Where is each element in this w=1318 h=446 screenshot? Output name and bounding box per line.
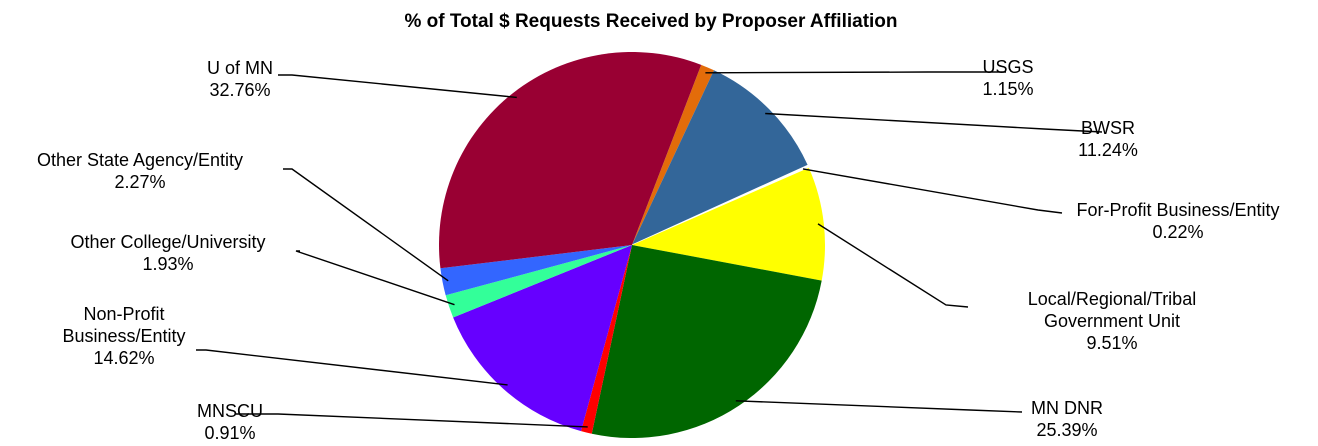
- slice-name: U of MN: [207, 58, 273, 78]
- slice-name: For-Profit Business/Entity: [1076, 200, 1279, 220]
- slice-percent: 11.24%: [1078, 140, 1138, 160]
- slice-label-non-profit-business-entity: Non-Profit Business/Entity 14.62%: [62, 304, 185, 368]
- slice-label-usgs: USGS 1.15%: [982, 57, 1033, 99]
- slice-label-mn-dnr: MN DNR 25.39%: [1031, 398, 1103, 440]
- pie-slice-mn-dnr: [591, 245, 822, 439]
- pie-slice-bwsr: [632, 70, 808, 245]
- slice-percent: 25.39%: [1036, 420, 1097, 440]
- pie-slice-usgs: [632, 64, 714, 245]
- slice-name: Business/Entity: [62, 326, 185, 346]
- leader-line-for-profit-business-entity: [802, 168, 1063, 214]
- slice-labels: USGS 1.15% BWSR 11.24% For-Profit Business/E…: [37, 57, 1280, 443]
- slice-label-u-of-mn: U of MN 32.76%: [207, 58, 273, 100]
- slice-percent: 32.76%: [209, 80, 270, 100]
- slice-percent: 1.15%: [982, 79, 1033, 99]
- leader-line-local-regional-tribal-government-unit: [817, 223, 969, 308]
- slice-name: Other College/University: [70, 232, 265, 252]
- slice-name: MN DNR: [1031, 398, 1103, 418]
- slice-label-other-state-agency-entity: Other State Agency/Entity 2.27%: [37, 150, 243, 192]
- slice-name: USGS: [982, 57, 1033, 77]
- slice-percent: 14.62%: [93, 348, 154, 368]
- slice-name: Government Unit: [1044, 311, 1180, 331]
- pie-slices: [438, 51, 826, 439]
- leader-lines: [196, 71, 1103, 428]
- pie-slice-other-state-agency-entity: [440, 245, 632, 296]
- leader-line-other-state-agency-entity: [283, 168, 449, 282]
- slice-percent: 0.22%: [1152, 222, 1203, 242]
- slice-percent: 0.91%: [204, 423, 255, 443]
- leader-line-non-profit-business-entity: [196, 349, 508, 386]
- slice-name: Non-Profit: [83, 304, 164, 324]
- slice-percent: 1.93%: [142, 254, 193, 274]
- leader-line-u-of-mn: [278, 74, 517, 99]
- leader-line-mnscu: [236, 413, 588, 428]
- slice-label-other-college-university: Other College/University 1.93%: [70, 232, 265, 274]
- slice-label-bwsr: BWSR 11.24%: [1078, 118, 1138, 160]
- leader-line-bwsr: [765, 112, 1103, 133]
- slice-name: MNSCU: [197, 401, 263, 421]
- leader-line-usgs: [705, 71, 1006, 74]
- slice-label-mnscu: MNSCU 0.91%: [197, 401, 263, 443]
- chart-title: % of Total $ Requests Received by Propos…: [404, 11, 897, 32]
- slice-label-for-profit-business-entity: For-Profit Business/Entity 0.22%: [1076, 200, 1279, 242]
- pie-slice-for-profit-business-entity: [631, 164, 810, 246]
- leader-line-mn-dnr: [735, 400, 1023, 413]
- leader-line-other-college-university: [295, 250, 455, 306]
- slice-name: Local/Regional/Tribal: [1028, 289, 1196, 309]
- slice-name: BWSR: [1081, 118, 1135, 138]
- pie-slice-u-of-mn: [438, 51, 702, 269]
- slice-label-local-regional-tribal-government-unit: Local/Regional/Tribal Government Unit 9.51…: [1028, 289, 1196, 353]
- pie-slice-other-college-university: [445, 245, 632, 318]
- pie-slice-mnscu: [581, 245, 632, 434]
- pie-slice-non-profit-business-entity: [453, 245, 632, 432]
- slice-percent: 2.27%: [114, 172, 165, 192]
- slice-name: Other State Agency/Entity: [37, 150, 243, 170]
- slice-percent: 9.51%: [1086, 333, 1137, 353]
- pie-slice-local-regional-tribal-government-unit: [632, 167, 826, 281]
